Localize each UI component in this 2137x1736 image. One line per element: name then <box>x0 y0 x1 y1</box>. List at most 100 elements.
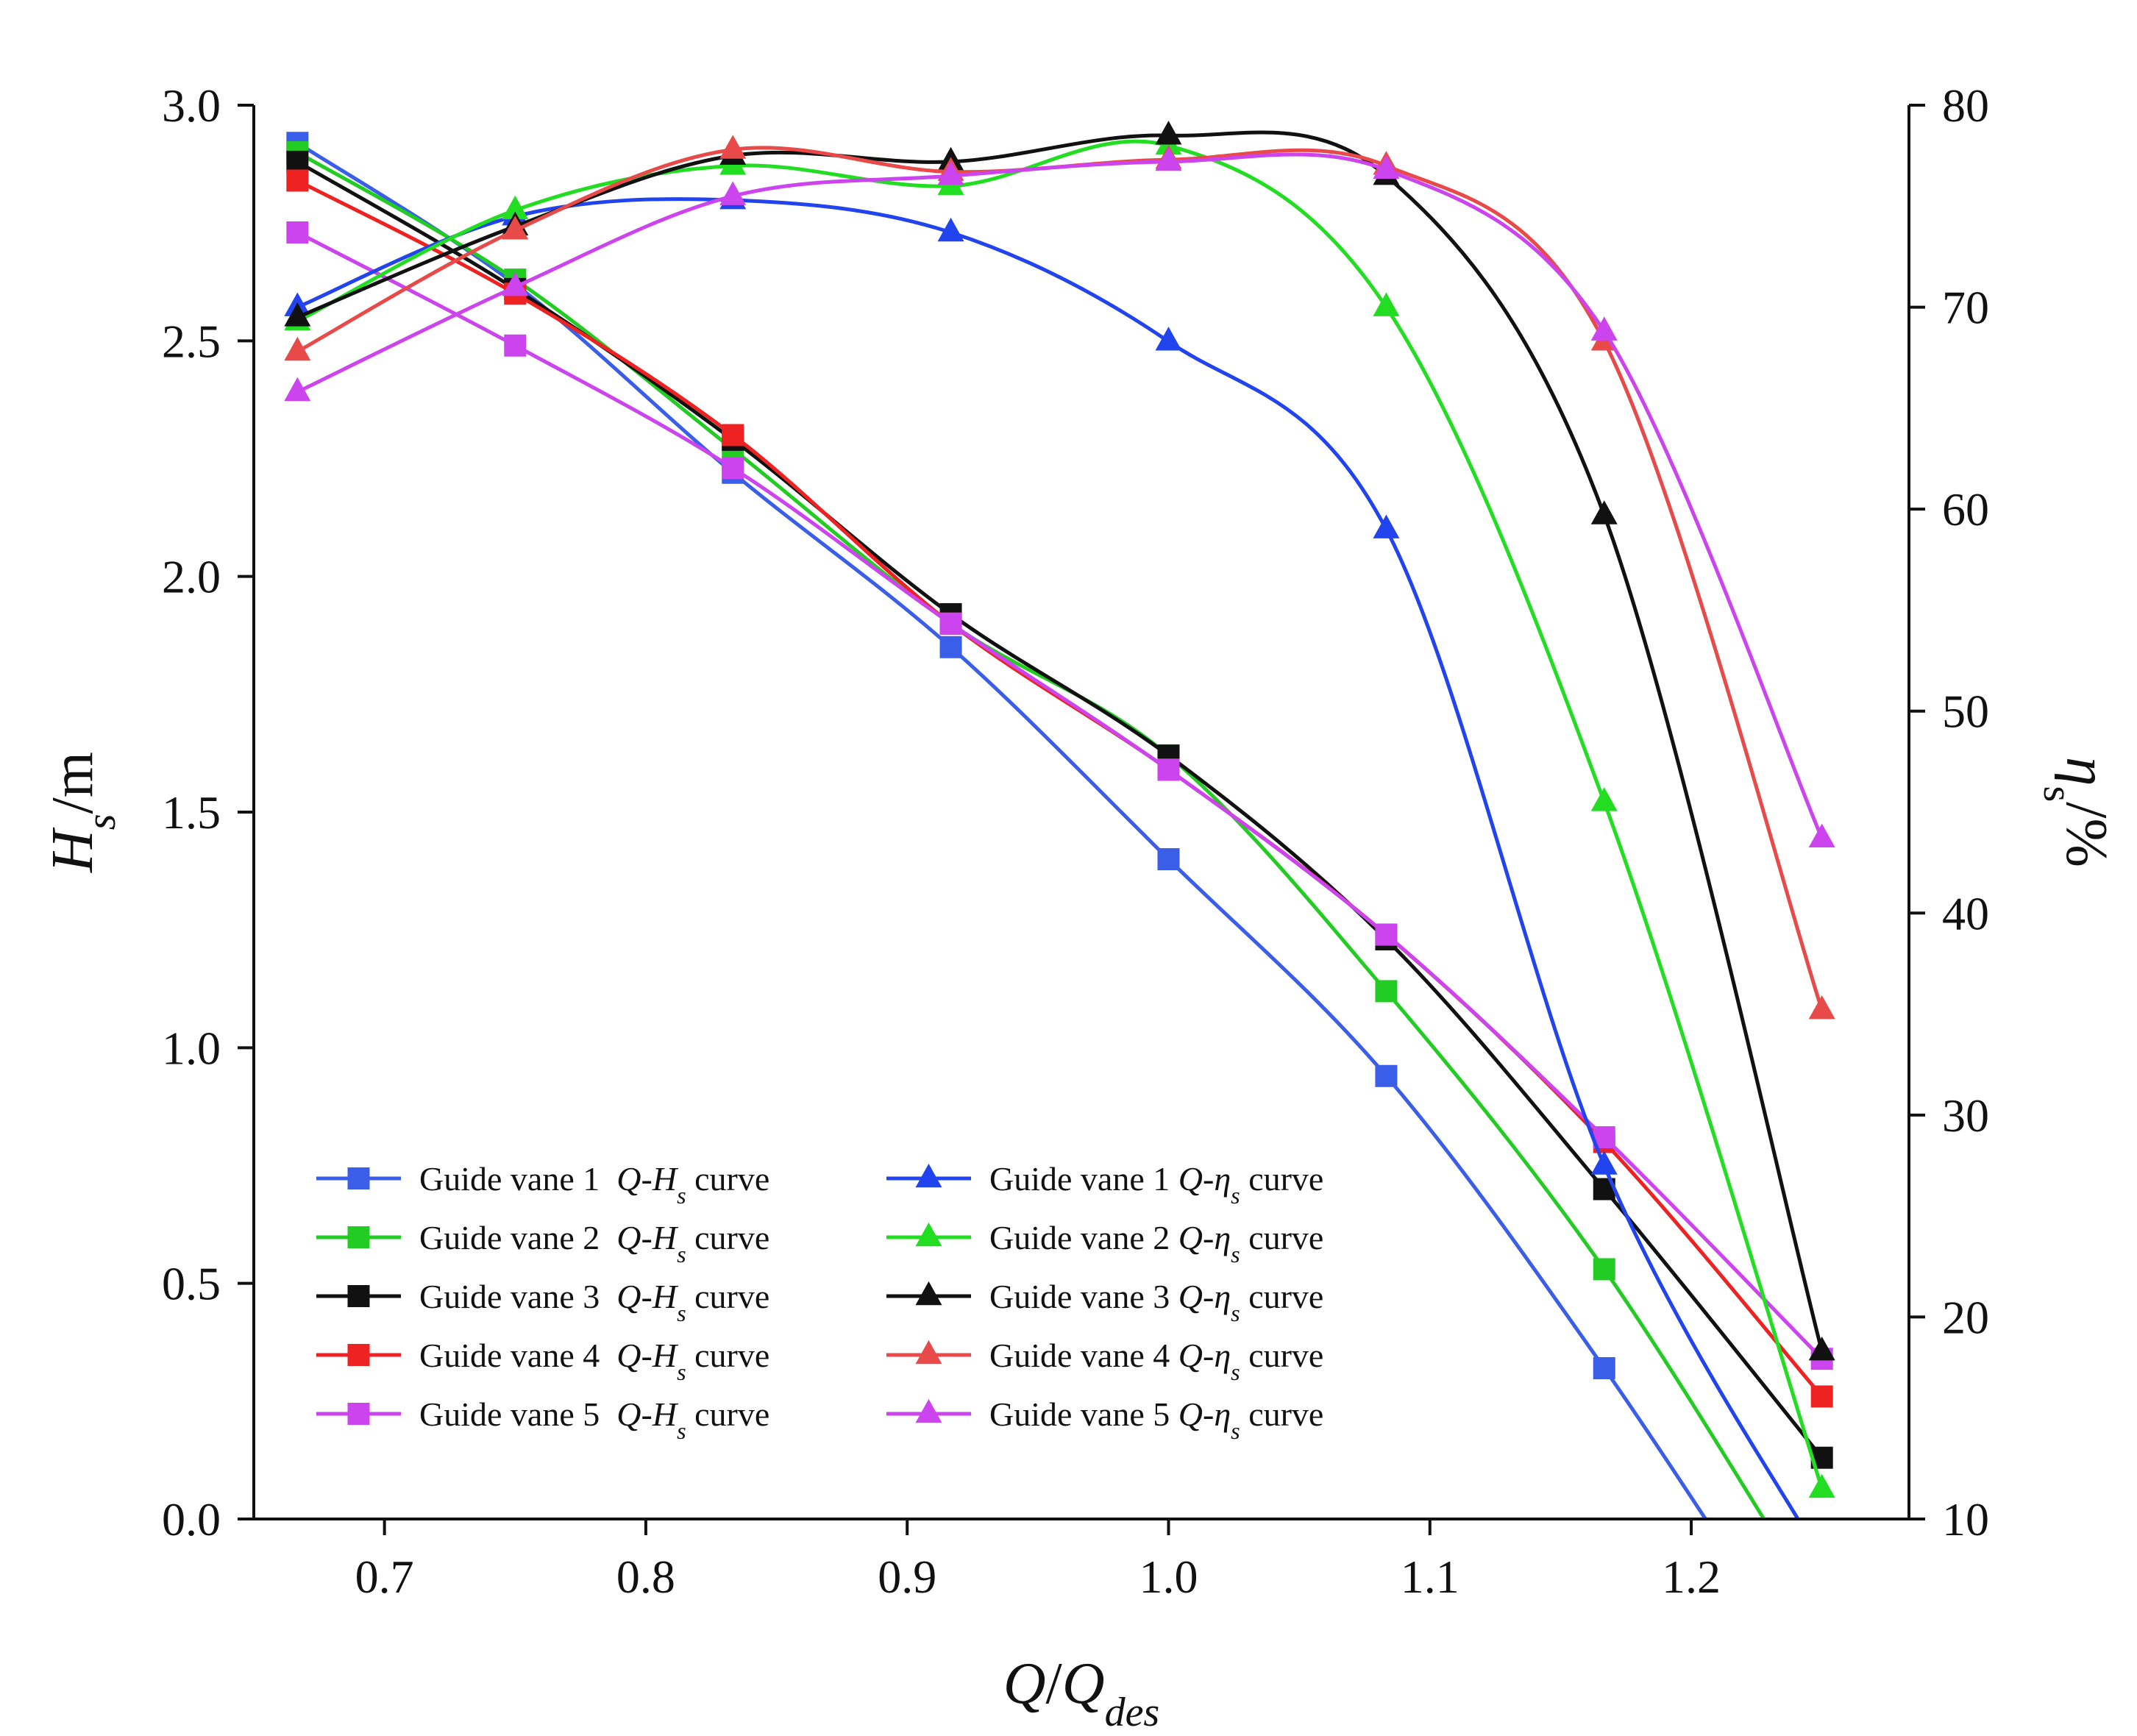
x-axis-title: Q/Qdes <box>1003 1651 1159 1735</box>
y-right-tick-label: 60 <box>1942 483 1989 536</box>
legend-marker <box>347 1285 370 1307</box>
label-part: - <box>1203 1395 1214 1433</box>
data-point <box>1375 923 1398 946</box>
label-part: H <box>652 1219 679 1256</box>
y-right-tick-label: 20 <box>1942 1291 1989 1343</box>
legend-item-guide-vane-4-q-hs-curve: Guide vane 4 Q-Hs curve <box>316 1337 769 1385</box>
label-part: - <box>641 1395 653 1433</box>
data-point <box>1808 1337 1835 1361</box>
label-part: Guide vane 3 <box>419 1278 616 1315</box>
legend-item-guide-vane-4-q-s-curve: Guide vane 4 Q-ηs curve <box>886 1337 1323 1385</box>
label-part: curve <box>686 1337 770 1374</box>
axes-layer: 0.7 0.8 0.9 1.0 1.1 1.2 0.0 0.5 1.0 1.5 2.0 2.5 3.0 1… <box>40 79 2119 1735</box>
data-point <box>1155 121 1182 145</box>
label-part: - <box>1203 1160 1214 1198</box>
label-part: - <box>1203 1337 1214 1374</box>
label-part: Q <box>616 1160 641 1198</box>
data-point <box>719 181 747 205</box>
data-point <box>1373 292 1400 316</box>
y-left-tick-label: 1.5 <box>162 786 221 839</box>
legend-label: Guide vane 2 Q-Hs curve <box>419 1219 769 1267</box>
data-point <box>504 334 527 357</box>
data-point <box>1375 980 1398 1003</box>
label-part: curve <box>1240 1160 1324 1198</box>
legend-marker <box>347 1226 370 1248</box>
legend-marker <box>915 1340 942 1365</box>
data-point <box>937 217 964 242</box>
label-part: H <box>652 1278 679 1315</box>
series-line <box>296 141 1708 1519</box>
data-point <box>1155 146 1182 171</box>
label-part: curve <box>686 1278 770 1315</box>
y-left-tick-label: 3.0 <box>162 79 221 132</box>
label-part: η <box>1214 1219 1231 1256</box>
data-point <box>1590 787 1618 811</box>
y-left-tick-label: 1.0 <box>162 1022 221 1074</box>
label-part: Q <box>616 1337 641 1374</box>
y-left-tick-label: 2.0 <box>162 551 221 603</box>
y-left-tick-label: 0.0 <box>162 1493 221 1545</box>
data-point <box>1155 327 1182 351</box>
label-part: Q <box>1178 1395 1203 1433</box>
label-part: s <box>2035 786 2080 803</box>
label-part: s <box>79 814 124 830</box>
label-part: Guide vane 5 <box>989 1395 1178 1433</box>
data-point <box>1373 514 1400 538</box>
label-part: Q <box>616 1219 641 1256</box>
y-left-tick-label: 0.5 <box>162 1258 221 1310</box>
label-part: Q <box>616 1278 641 1315</box>
series-line <box>296 146 1824 1011</box>
data-point <box>1810 1385 1833 1408</box>
x-tick-label: 1.1 <box>1401 1551 1459 1603</box>
legend-item-guide-vane-5-q-s-curve: Guide vane 5 Q-ηs curve <box>886 1395 1323 1444</box>
legend-label: Guide vane 3 Q-ηs curve <box>989 1278 1323 1326</box>
label-part: /% <box>2054 802 2119 867</box>
legend-item-guide-vane-3-q-s-curve: Guide vane 3 Q-ηs curve <box>886 1278 1323 1326</box>
label-part: s <box>677 1241 686 1267</box>
series-line <box>296 150 1766 1519</box>
series-line <box>296 152 1824 839</box>
label-part: Q <box>1178 1160 1203 1198</box>
label-part: s <box>677 1359 686 1385</box>
legend-label: Guide vane 2 Q-ηs curve <box>989 1219 1323 1267</box>
label-part: Guide vane 2 <box>419 1219 616 1256</box>
data-point <box>502 216 529 240</box>
label-part: s <box>677 1300 686 1326</box>
label-part: s <box>677 1417 686 1444</box>
label-part: s <box>1231 1359 1240 1385</box>
legend-label: Guide vane 4 Q-ηs curve <box>989 1337 1323 1385</box>
data-point <box>284 377 311 402</box>
label-part: /m <box>40 752 105 814</box>
legend-marker <box>347 1344 370 1366</box>
legend-marker <box>915 1281 942 1306</box>
label-part: Guide vane 4 <box>419 1337 616 1374</box>
series-9 <box>284 135 1835 1020</box>
legend-label: Guide vane 5 Q-ηs curve <box>989 1395 1323 1444</box>
data-point <box>1373 154 1400 179</box>
data-point <box>1808 995 1835 1020</box>
label-part: Q <box>1003 1651 1046 1716</box>
data-point <box>1808 1473 1835 1498</box>
label-part: - <box>641 1219 653 1256</box>
data-point <box>284 302 311 327</box>
series-line <box>296 179 1824 1398</box>
label-part: Q <box>1178 1278 1203 1315</box>
label-part: curve <box>686 1219 770 1256</box>
legend-marker <box>915 1222 942 1247</box>
legend-label: Guide vane 1 Q-ηs curve <box>989 1160 1323 1209</box>
legend-item-guide-vane-2-q-s-curve: Guide vane 2 Q-ηs curve <box>886 1219 1323 1267</box>
label-part: Guide vane 1 <box>419 1160 616 1198</box>
x-tick-label: 1.2 <box>1662 1551 1721 1603</box>
label-part: curve <box>1240 1278 1324 1315</box>
data-point <box>502 195 529 220</box>
x-tick-label: 0.8 <box>616 1551 675 1603</box>
x-tick-label: 0.9 <box>878 1551 936 1603</box>
label-part: s <box>1231 1241 1240 1267</box>
label-part: curve <box>686 1395 770 1433</box>
legend-label: Guide vane 5 Q-Hs curve <box>419 1395 769 1444</box>
data-point <box>1590 500 1618 524</box>
label-part: / <box>1046 1651 1063 1716</box>
data-point <box>502 272 529 296</box>
